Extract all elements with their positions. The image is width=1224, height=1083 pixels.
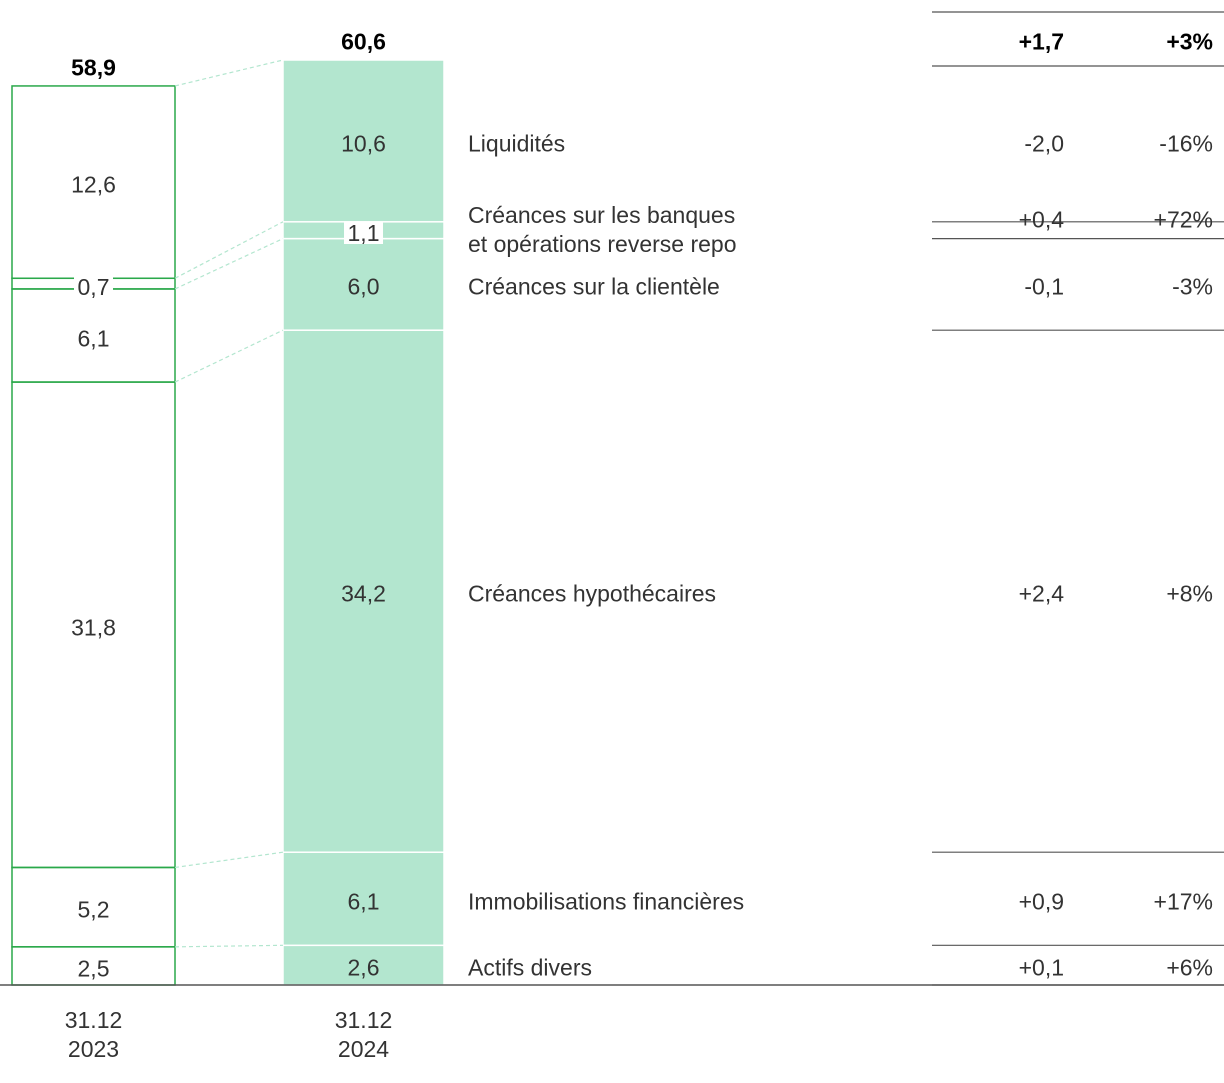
bar-segment <box>282 329 445 853</box>
value-label: 1,1 <box>343 222 384 245</box>
value-label: 34,2 <box>341 580 386 607</box>
value-label: 6,1 <box>347 888 380 915</box>
value-label: 2,5 <box>77 955 110 982</box>
change: +0,4 <box>1018 206 1064 233</box>
change: +0,1 <box>1018 954 1064 981</box>
bar-segment <box>282 59 445 223</box>
legend-label: Créances hypothécaires <box>468 580 717 607</box>
value-label: 31,8 <box>71 614 116 641</box>
total-change-pct: +3% <box>1166 28 1213 55</box>
legend-label: Actifs divers <box>468 954 592 981</box>
change: +2,4 <box>1018 580 1064 607</box>
connector <box>174 59 284 87</box>
change-pct: -3% <box>1172 273 1213 300</box>
value-label: 2,6 <box>347 954 380 981</box>
connector <box>174 329 284 383</box>
x-tick-label: 31.12 2023 <box>64 1007 123 1062</box>
value-label: 0,7 <box>73 275 114 298</box>
change-pct: +8% <box>1166 580 1213 607</box>
legend-label: Liquidités <box>468 130 566 157</box>
legend-label: Créances sur la clientèle <box>468 273 720 300</box>
change-pct: -16% <box>1159 130 1213 157</box>
change: -2,0 <box>1024 130 1064 157</box>
total-label: 58,9 <box>71 54 116 81</box>
legend-label: Immobilisations financières <box>468 888 745 915</box>
total-label: 60,6 <box>341 28 386 55</box>
legend-label: Créances sur les banques et opérations r… <box>468 202 737 258</box>
change-pct: +17% <box>1153 888 1213 915</box>
bar-segment <box>282 237 445 331</box>
connector <box>174 221 284 279</box>
connector <box>174 944 284 948</box>
change-pct: +6% <box>1166 954 1213 981</box>
change-pct: +72% <box>1153 206 1213 233</box>
bar-segment <box>282 851 445 947</box>
change: -0,1 <box>1024 273 1064 300</box>
value-label: 10,6 <box>341 130 386 157</box>
x-tick-label: 31.12 2024 <box>334 1007 393 1062</box>
value-label: 6,1 <box>77 325 110 352</box>
connector <box>174 238 284 290</box>
value-label: 5,2 <box>77 896 110 923</box>
value-label: 12,6 <box>71 171 116 198</box>
value-label: 6,0 <box>347 273 380 300</box>
connector <box>174 851 284 869</box>
change: +0,9 <box>1018 888 1064 915</box>
total-change: +1,7 <box>1018 28 1064 55</box>
